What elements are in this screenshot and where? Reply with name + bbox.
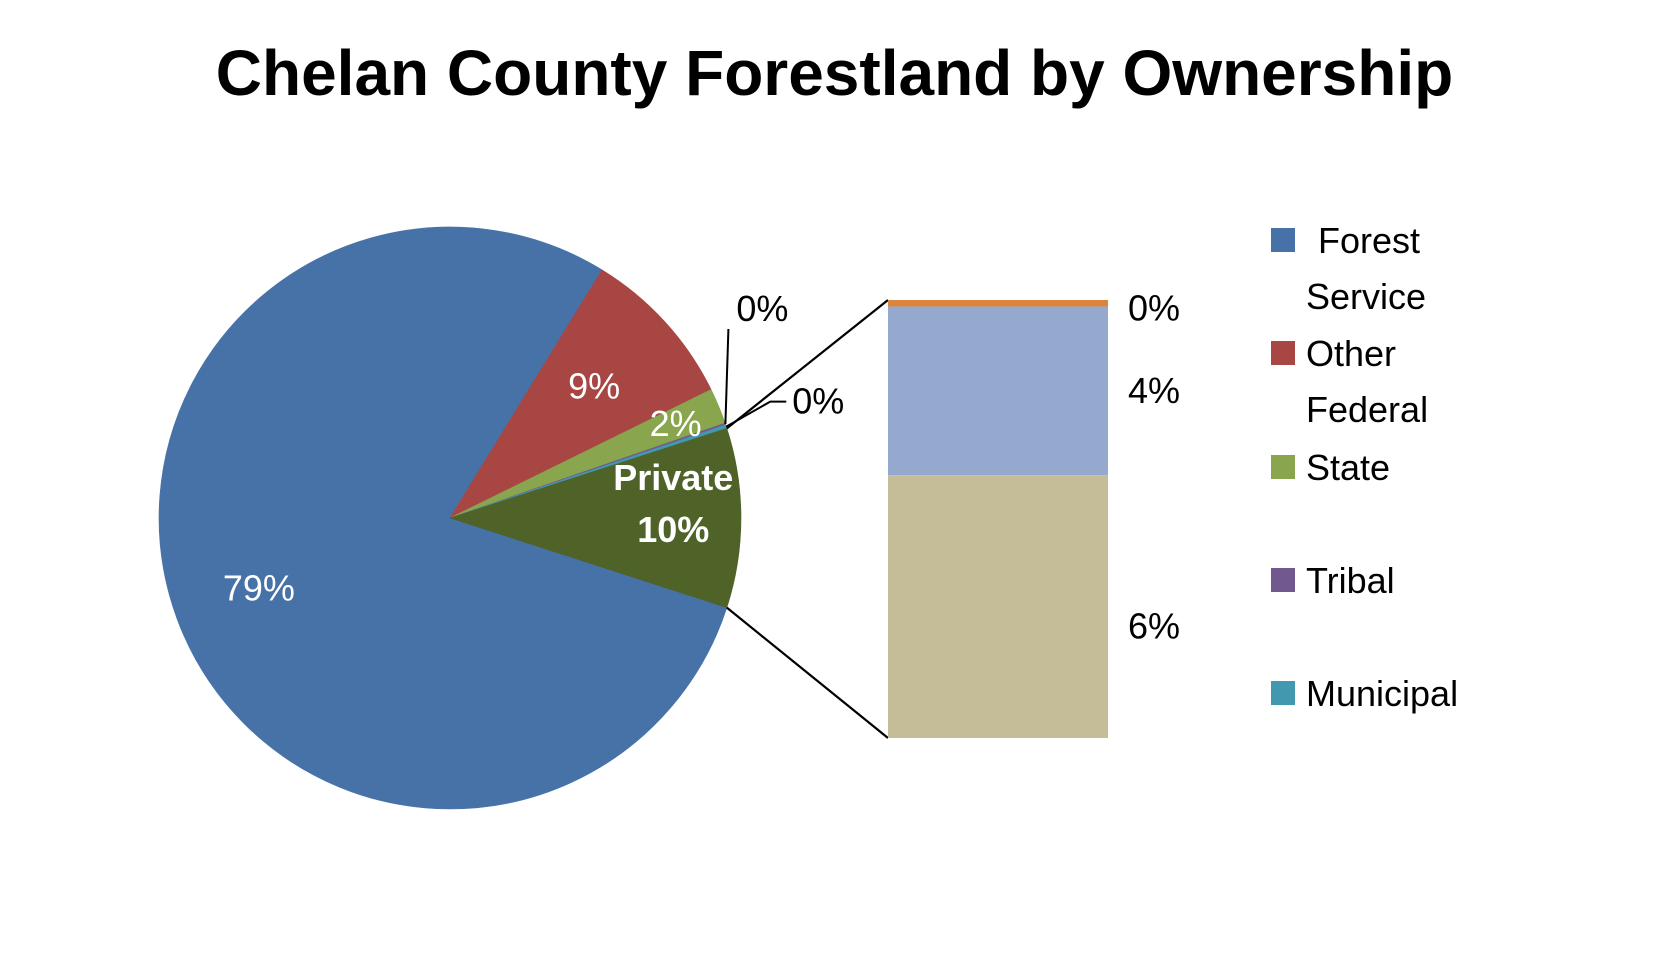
bar-label-1: 4% — [1128, 370, 1180, 411]
legend-swatch-2 — [1271, 455, 1295, 479]
pie-slice-forest-service — [158, 226, 728, 810]
legend-swatch-4 — [1271, 681, 1295, 705]
bar-segment-2 — [888, 475, 1108, 738]
pie-slice-other-federal — [449, 269, 712, 519]
legend-text-0-1: Service — [1306, 276, 1426, 317]
legend: Forest Service Other Federal State Tribal Muni… — [1271, 220, 1458, 714]
connector-line-top — [726, 299, 889, 430]
connector-line-bottom — [726, 606, 889, 739]
bar-label-0: 0% — [1128, 287, 1180, 328]
legend-swatch-3 — [1271, 568, 1295, 592]
bar-segment-1 — [888, 306, 1108, 476]
pie-slice-private — [449, 427, 742, 609]
legend-text-2-0: State — [1306, 447, 1390, 488]
data-label-tribal: 0% — [736, 288, 788, 329]
legend-swatch-0 — [1271, 228, 1295, 252]
legend-swatch-1 — [1271, 341, 1295, 365]
data-label-municipal: 0% — [792, 381, 844, 422]
legend-text-3-0: Tribal — [1306, 560, 1395, 601]
legend-text-1-1: Federal — [1306, 389, 1428, 430]
bar-label-2: 6% — [1128, 606, 1180, 647]
leader-line-tribal — [724, 328, 730, 425]
data-labels: 79% 9% 2% Private 10% 0% 0% 0% 4% 6% — [223, 287, 1180, 646]
legend-text-4-0: Municipal — [1306, 673, 1458, 714]
data-label-forest-service: 79% — [223, 568, 295, 609]
pie — [158, 226, 742, 810]
bar-segment-0 — [888, 300, 1108, 307]
data-label-private-name: Private — [613, 457, 733, 498]
data-label-state: 2% — [650, 403, 702, 444]
legend-text-0-0: Forest — [1318, 220, 1420, 261]
chart-title: Chelan County Forestland by Ownership — [215, 37, 1454, 109]
data-label-private: 10% — [637, 509, 709, 550]
data-label-other-federal: 9% — [568, 366, 620, 407]
legend-text-1-0: Other — [1306, 333, 1396, 374]
private-breakdown-bar — [888, 300, 1108, 738]
connector-lines — [726, 299, 889, 739]
leader-line-municipal — [725, 400, 787, 428]
